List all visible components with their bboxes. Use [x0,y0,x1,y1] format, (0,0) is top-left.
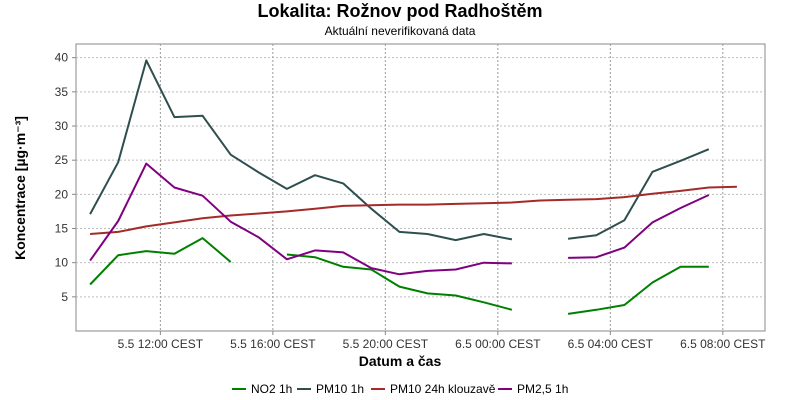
y-tick-label: 15 [55,222,69,236]
legend-label: PM10 24h klouzavě [390,382,496,396]
grid-lines [76,44,765,331]
x-tick-label: 6.5 00:00 CEST [455,337,541,351]
x-tick-label: 5.5 20:00 CEST [343,337,429,351]
legend-label: PM10 1h [316,382,364,396]
chart-title: Lokalita: Rožnov pod Radhoštěm [257,1,542,21]
chart-subtitle: Aktuální neverifikovaná data [325,24,476,38]
series-line-no2-1h [286,253,513,311]
series-line-pm2-5-1h [568,194,710,259]
x-axis-ticks: 5.5 12:00 CEST 5.5 16:00 CEST 5.5 20:00 CE… [118,331,766,351]
legend-label: NO2 1h [251,382,292,396]
legend-label: PM2,5 1h [517,382,568,396]
y-tick-label: 25 [55,153,69,167]
x-tick-label: 5.5 16:00 CEST [230,337,316,351]
x-tick-label: 6.5 04:00 CEST [568,337,654,351]
y-tick-label: 30 [55,119,69,133]
y-tick-label: 5 [61,290,68,304]
x-tick-label: 6.5 08:00 CEST [680,337,766,351]
y-tick-label: 40 [55,51,69,65]
y-tick-label: 35 [55,85,69,99]
series-lines [89,59,737,315]
plot-area [75,43,766,332]
y-tick-label: 20 [55,187,69,201]
y-axis-label: Koncentrace [µg·m⁻³] [12,116,28,260]
x-tick-label: 5.5 12:00 CEST [118,337,204,351]
y-tick-label: 10 [55,256,69,270]
y-axis-ticks: 5 10 15 20 25 30 35 40 [55,51,76,304]
x-axis-label: Datum a čas [359,353,442,369]
series-line-no2-1h [89,237,232,286]
series-line-no2-1h [567,265,709,315]
series-line-pm10-1h [89,59,513,242]
series-line-pm2-5-1h [89,162,512,276]
legend: NO2 1h PM10 1h PM10 24h klouzavě PM2,5 1h [232,382,568,396]
series-line-pm10-24h-klouzav [90,185,737,235]
